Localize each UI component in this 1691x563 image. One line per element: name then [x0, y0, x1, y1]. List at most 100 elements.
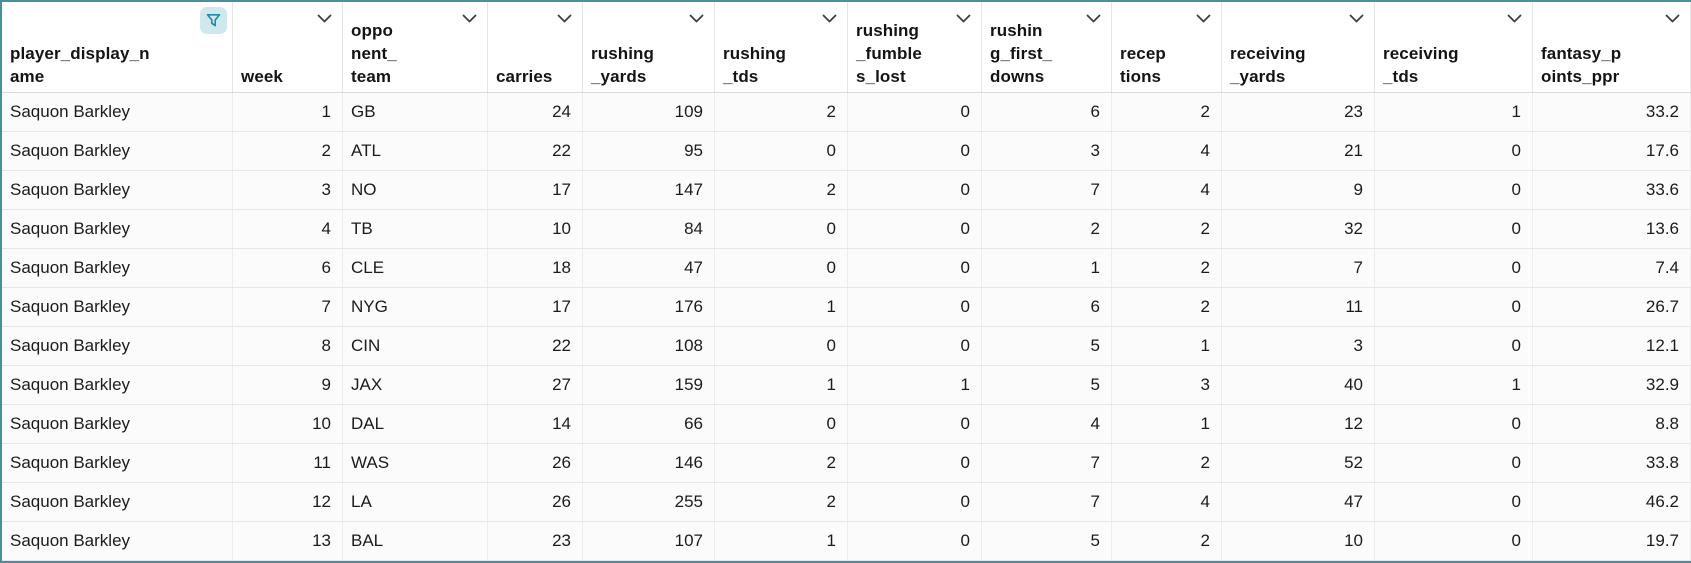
cell-opponent_team[interactable]: CLE: [343, 249, 488, 287]
cell-rushing_tds[interactable]: 0: [715, 327, 848, 365]
cell-fantasy_points_ppr[interactable]: 13.6: [1533, 210, 1691, 248]
cell-player_display_name[interactable]: Saquon Barkley: [2, 366, 233, 404]
cell-rushing_tds[interactable]: 2: [715, 483, 848, 521]
cell-rushing_tds[interactable]: 1: [715, 522, 848, 560]
cell-opponent_team[interactable]: DAL: [343, 405, 488, 443]
cell-opponent_team[interactable]: GB: [343, 93, 488, 131]
cell-week[interactable]: 6: [233, 249, 343, 287]
cell-rushing_yards[interactable]: 95: [583, 132, 715, 170]
chevron-down-icon[interactable]: [822, 11, 837, 23]
chevron-down-icon[interactable]: [1507, 11, 1522, 23]
cell-week[interactable]: 12: [233, 483, 343, 521]
cell-receiving_tds[interactable]: 0: [1375, 288, 1533, 326]
cell-fantasy_points_ppr[interactable]: 17.6: [1533, 132, 1691, 170]
chevron-down-icon[interactable]: [1196, 11, 1211, 23]
cell-carries[interactable]: 26: [488, 483, 583, 521]
chevron-down-icon[interactable]: [462, 11, 477, 23]
chevron-down-icon[interactable]: [1349, 11, 1364, 23]
cell-receiving_tds[interactable]: 0: [1375, 171, 1533, 209]
cell-rushing_fumbles_lost[interactable]: 0: [848, 288, 982, 326]
cell-rushing_yards[interactable]: 47: [583, 249, 715, 287]
cell-player_display_name[interactable]: Saquon Barkley: [2, 210, 233, 248]
cell-fantasy_points_ppr[interactable]: 8.8: [1533, 405, 1691, 443]
cell-rushing_yards[interactable]: 146: [583, 444, 715, 482]
cell-opponent_team[interactable]: LA: [343, 483, 488, 521]
cell-opponent_team[interactable]: BAL: [343, 522, 488, 560]
cell-rushing_fumbles_lost[interactable]: 0: [848, 522, 982, 560]
cell-rushing_tds[interactable]: 0: [715, 405, 848, 443]
cell-rushing_tds[interactable]: 0: [715, 132, 848, 170]
cell-receiving_yards[interactable]: 21: [1222, 132, 1375, 170]
cell-rushing_tds[interactable]: 0: [715, 210, 848, 248]
cell-fantasy_points_ppr[interactable]: 12.1: [1533, 327, 1691, 365]
cell-rushing_fumbles_lost[interactable]: 0: [848, 444, 982, 482]
cell-rushing_fumbles_lost[interactable]: 0: [848, 249, 982, 287]
cell-rushing_first_downs[interactable]: 6: [982, 93, 1112, 131]
cell-receiving_tds[interactable]: 1: [1375, 93, 1533, 131]
cell-fantasy_points_ppr[interactable]: 26.7: [1533, 288, 1691, 326]
cell-week[interactable]: 1: [233, 93, 343, 131]
cell-rushing_tds[interactable]: 2: [715, 171, 848, 209]
cell-receptions[interactable]: 4: [1112, 171, 1222, 209]
cell-carries[interactable]: 24: [488, 93, 583, 131]
cell-receiving_yards[interactable]: 9: [1222, 171, 1375, 209]
chevron-down-icon[interactable]: [956, 11, 971, 23]
cell-fantasy_points_ppr[interactable]: 33.8: [1533, 444, 1691, 482]
cell-week[interactable]: 4: [233, 210, 343, 248]
cell-player_display_name[interactable]: Saquon Barkley: [2, 327, 233, 365]
column-header-receiving_tds[interactable]: receiving _tds: [1375, 2, 1533, 92]
cell-receiving_yards[interactable]: 3: [1222, 327, 1375, 365]
cell-opponent_team[interactable]: TB: [343, 210, 488, 248]
column-header-rushing_fumbles_lost[interactable]: rushing _fumble s_lost: [848, 2, 982, 92]
cell-rushing_fumbles_lost[interactable]: 0: [848, 483, 982, 521]
cell-receiving_tds[interactable]: 0: [1375, 249, 1533, 287]
cell-opponent_team[interactable]: NYG: [343, 288, 488, 326]
cell-rushing_first_downs[interactable]: 5: [982, 366, 1112, 404]
cell-carries[interactable]: 22: [488, 132, 583, 170]
cell-rushing_yards[interactable]: 147: [583, 171, 715, 209]
cell-fantasy_points_ppr[interactable]: 46.2: [1533, 483, 1691, 521]
cell-carries[interactable]: 10: [488, 210, 583, 248]
cell-rushing_yards[interactable]: 84: [583, 210, 715, 248]
cell-rushing_yards[interactable]: 176: [583, 288, 715, 326]
cell-rushing_first_downs[interactable]: 5: [982, 327, 1112, 365]
cell-rushing_first_downs[interactable]: 1: [982, 249, 1112, 287]
cell-receiving_yards[interactable]: 12: [1222, 405, 1375, 443]
cell-receptions[interactable]: 2: [1112, 210, 1222, 248]
cell-rushing_yards[interactable]: 66: [583, 405, 715, 443]
cell-carries[interactable]: 14: [488, 405, 583, 443]
cell-week[interactable]: 3: [233, 171, 343, 209]
cell-rushing_tds[interactable]: 1: [715, 366, 848, 404]
cell-player_display_name[interactable]: Saquon Barkley: [2, 93, 233, 131]
cell-carries[interactable]: 22: [488, 327, 583, 365]
cell-receptions[interactable]: 3: [1112, 366, 1222, 404]
chevron-down-icon[interactable]: [317, 11, 332, 23]
cell-opponent_team[interactable]: JAX: [343, 366, 488, 404]
cell-player_display_name[interactable]: Saquon Barkley: [2, 249, 233, 287]
chevron-down-icon[interactable]: [1665, 11, 1680, 23]
cell-receiving_yards[interactable]: 23: [1222, 93, 1375, 131]
cell-receptions[interactable]: 4: [1112, 483, 1222, 521]
cell-opponent_team[interactable]: ATL: [343, 132, 488, 170]
cell-player_display_name[interactable]: Saquon Barkley: [2, 405, 233, 443]
chevron-down-icon[interactable]: [557, 11, 572, 23]
cell-rushing_first_downs[interactable]: 7: [982, 444, 1112, 482]
cell-rushing_fumbles_lost[interactable]: 0: [848, 171, 982, 209]
filter-funnel-icon[interactable]: [200, 7, 227, 34]
cell-rushing_fumbles_lost[interactable]: 0: [848, 210, 982, 248]
cell-rushing_first_downs[interactable]: 3: [982, 132, 1112, 170]
cell-carries[interactable]: 17: [488, 288, 583, 326]
column-header-opponent_team[interactable]: oppo nent_ team: [343, 2, 488, 92]
cell-rushing_tds[interactable]: 1: [715, 288, 848, 326]
cell-week[interactable]: 9: [233, 366, 343, 404]
cell-receptions[interactable]: 1: [1112, 405, 1222, 443]
cell-rushing_fumbles_lost[interactable]: 1: [848, 366, 982, 404]
cell-receiving_yards[interactable]: 10: [1222, 522, 1375, 560]
cell-rushing_first_downs[interactable]: 5: [982, 522, 1112, 560]
cell-rushing_first_downs[interactable]: 4: [982, 405, 1112, 443]
cell-opponent_team[interactable]: NO: [343, 171, 488, 209]
cell-rushing_fumbles_lost[interactable]: 0: [848, 93, 982, 131]
column-header-receptions[interactable]: recep tions: [1112, 2, 1222, 92]
cell-rushing_fumbles_lost[interactable]: 0: [848, 327, 982, 365]
cell-receptions[interactable]: 2: [1112, 93, 1222, 131]
